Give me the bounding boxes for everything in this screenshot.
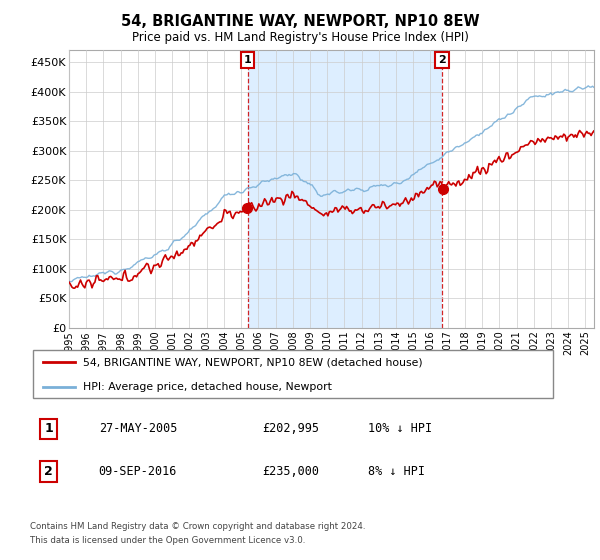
Text: 1: 1 <box>244 55 251 65</box>
Text: 1: 1 <box>44 422 53 435</box>
Text: 10% ↓ HPI: 10% ↓ HPI <box>368 422 432 435</box>
Text: 54, BRIGANTINE WAY, NEWPORT, NP10 8EW: 54, BRIGANTINE WAY, NEWPORT, NP10 8EW <box>121 14 479 29</box>
Text: 09-SEP-2016: 09-SEP-2016 <box>98 465 177 478</box>
Bar <box>248 50 442 328</box>
Text: This data is licensed under the Open Government Licence v3.0.: This data is licensed under the Open Gov… <box>30 536 305 545</box>
Text: 27-MAY-2005: 27-MAY-2005 <box>98 422 177 435</box>
Text: Contains HM Land Registry data © Crown copyright and database right 2024.: Contains HM Land Registry data © Crown c… <box>30 522 365 531</box>
Text: 8% ↓ HPI: 8% ↓ HPI <box>368 465 425 478</box>
Text: HPI: Average price, detached house, Newport: HPI: Average price, detached house, Newp… <box>83 381 332 391</box>
Text: 2: 2 <box>44 465 53 478</box>
Text: £202,995: £202,995 <box>262 422 319 435</box>
FancyBboxPatch shape <box>32 350 553 398</box>
Text: £235,000: £235,000 <box>262 465 319 478</box>
Text: Price paid vs. HM Land Registry's House Price Index (HPI): Price paid vs. HM Land Registry's House … <box>131 31 469 44</box>
Text: 2: 2 <box>438 55 446 65</box>
Text: 54, BRIGANTINE WAY, NEWPORT, NP10 8EW (detached house): 54, BRIGANTINE WAY, NEWPORT, NP10 8EW (d… <box>83 357 422 367</box>
